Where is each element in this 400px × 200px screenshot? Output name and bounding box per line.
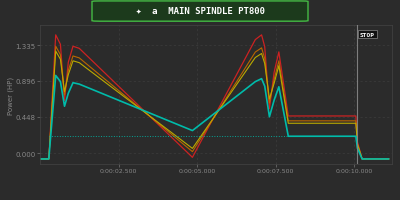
Text: ✦  a  MAIN SPINDLE PT800: ✦ a MAIN SPINDLE PT800 <box>136 6 264 15</box>
Y-axis label: Power (HP): Power (HP) <box>8 76 14 114</box>
Text: STOP: STOP <box>360 32 375 37</box>
FancyBboxPatch shape <box>92 2 308 22</box>
